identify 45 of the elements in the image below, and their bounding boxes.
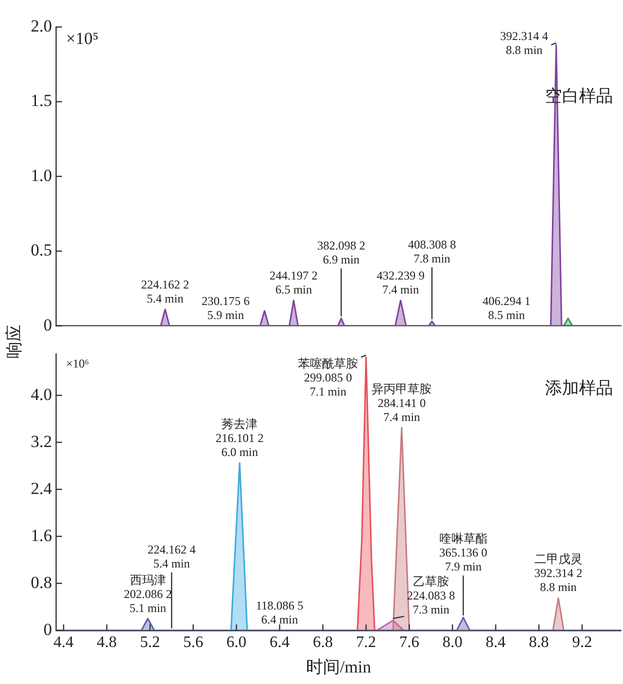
y-tick-label: 0.8: [30, 572, 52, 592]
annotation: 432.239 9 7.4 min: [376, 268, 425, 297]
x-tick-label: 6.0: [226, 634, 246, 652]
annotation: 118.086 5 6.4 min: [256, 598, 304, 627]
y-tick-label: 1.0: [30, 166, 52, 185]
y-tick-label: 0: [44, 315, 52, 334]
x-tick-label: 6.4: [270, 634, 290, 652]
x-tick-label: 8.0: [442, 634, 462, 652]
x-tick-label: 8.4: [486, 634, 506, 652]
annotation: 莠去津 216.101 2 6.0 min: [216, 417, 264, 460]
annotation: 二甲戊灵 392.314 2 8.8 min: [534, 552, 582, 594]
x-tick-label: 7.2: [356, 634, 376, 652]
y-tick-label: 1.6: [30, 526, 52, 545]
x-tick-label: 7.6: [399, 634, 420, 652]
x-tick-label: 4.4: [54, 634, 74, 652]
annotation: 244.197 2 6.5 min: [270, 268, 318, 297]
annotation: 224.162 2 5.4 min: [141, 278, 190, 306]
annotation: 382.098 2 6.9 min: [317, 238, 366, 266]
annotation: 苯噻酰草胺 299.085 0 7.1 min: [298, 356, 358, 398]
annotation: ×10⁵: [66, 28, 99, 48]
annotation: 224.162 4 5.4 min: [148, 542, 196, 571]
text: 添加样品: [545, 378, 613, 398]
annotation: 喹啉草酯 365.136 0 7.9 min: [439, 532, 488, 574]
x-tick-label: 5.6: [183, 634, 204, 652]
annotation: 408.308 8 7.8 min: [408, 237, 456, 266]
x-tick-label: 8.8: [528, 634, 549, 652]
x-tick-label: 5.2: [140, 634, 160, 652]
annotation: 392.314 4 8.8 min: [500, 29, 548, 58]
y-axis-title: 响应: [4, 324, 24, 360]
y-tick-label: 4.0: [30, 384, 52, 404]
x-tick-label: 9.2: [572, 634, 592, 652]
y-tick-label: 1.5: [30, 91, 52, 110]
y-tick-label: 2.4: [30, 478, 52, 498]
annotation: 230.175 6 5.9 min: [202, 294, 250, 322]
x-tick-label: 4.8: [96, 634, 117, 652]
annotation: 406.294 1 8.5 min: [482, 294, 530, 322]
annotation: ×10⁶: [66, 356, 89, 370]
annotation: 西玛津 202.086 2 5.1 min: [124, 572, 172, 615]
y-tick-label: 2.0: [30, 16, 52, 36]
annotation: 异丙甲草胺 284.141 0 7.4 min: [372, 382, 432, 424]
y-tick-label: 3.2: [30, 432, 52, 451]
y-tick-label: 0: [44, 620, 52, 639]
x-tick-label: 6.8: [312, 634, 333, 652]
x-axis-title: 时间/min: [306, 657, 372, 676]
y-tick-label: 0.5: [30, 240, 52, 260]
